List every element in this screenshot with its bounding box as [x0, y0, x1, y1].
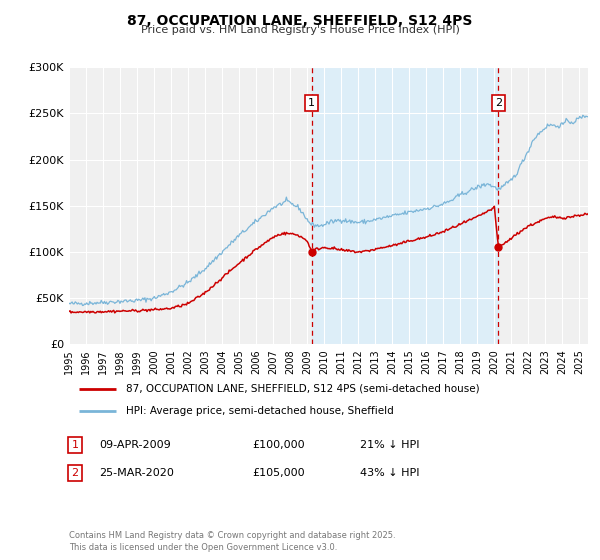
- Text: 25-MAR-2020: 25-MAR-2020: [99, 468, 174, 478]
- Bar: [312, 67, 499, 344]
- Text: 1: 1: [71, 440, 79, 450]
- Text: 09-APR-2009: 09-APR-2009: [99, 440, 171, 450]
- Text: 43% ↓ HPI: 43% ↓ HPI: [360, 468, 419, 478]
- Text: 21% ↓ HPI: 21% ↓ HPI: [360, 440, 419, 450]
- Text: Price paid vs. HM Land Registry's House Price Index (HPI): Price paid vs. HM Land Registry's House …: [140, 25, 460, 35]
- Text: £100,000: £100,000: [252, 440, 305, 450]
- Text: 2: 2: [71, 468, 79, 478]
- Text: 87, OCCUPATION LANE, SHEFFIELD, S12 4PS: 87, OCCUPATION LANE, SHEFFIELD, S12 4PS: [127, 14, 473, 28]
- Text: £105,000: £105,000: [252, 468, 305, 478]
- Text: 2: 2: [495, 98, 502, 108]
- Text: HPI: Average price, semi-detached house, Sheffield: HPI: Average price, semi-detached house,…: [126, 406, 394, 416]
- Text: 1: 1: [308, 98, 316, 108]
- Text: Contains HM Land Registry data © Crown copyright and database right 2025.
This d: Contains HM Land Registry data © Crown c…: [69, 531, 395, 552]
- Text: 87, OCCUPATION LANE, SHEFFIELD, S12 4PS (semi-detached house): 87, OCCUPATION LANE, SHEFFIELD, S12 4PS …: [126, 384, 480, 394]
